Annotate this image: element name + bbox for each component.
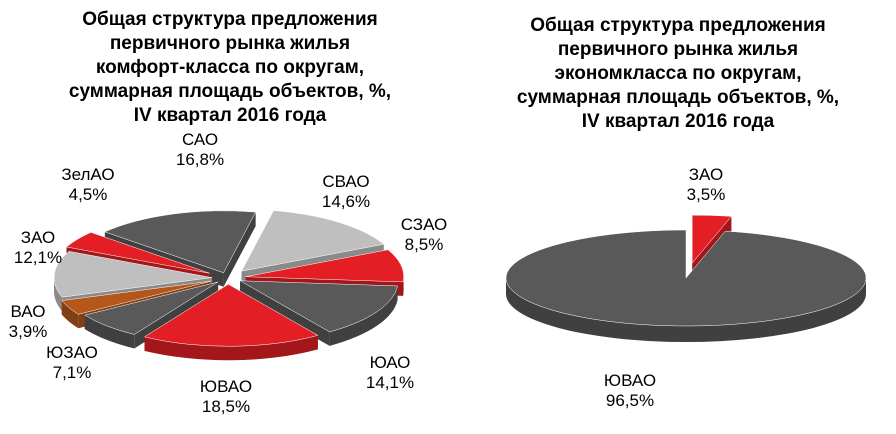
- category-label: ЮАО: [370, 353, 411, 372]
- category-label: СВАО: [322, 172, 369, 191]
- pie-slice-ЗелАО: [65, 232, 210, 274]
- slice-tops: [53, 210, 404, 347]
- category-label: САО: [182, 130, 218, 149]
- value-label: 4,5%: [69, 185, 108, 204]
- category-label: ЮВАО: [200, 377, 252, 396]
- title-line: IV квартал 2016 года: [581, 111, 775, 132]
- category-label: СЗАО: [401, 215, 448, 234]
- category-label: ЮВАО: [604, 371, 656, 390]
- title-line: экономкласса по округам,: [554, 63, 802, 84]
- title-line: Общая структура предложения: [530, 15, 826, 36]
- value-label: 3,5%: [687, 185, 726, 204]
- value-label: 14,1%: [366, 373, 414, 392]
- title-line: первичного рынка жилья: [557, 39, 799, 60]
- pie-slice-ВАО: [61, 280, 212, 315]
- title-line: Общая структура предложения: [82, 9, 378, 30]
- chart-title: Общая структура предложения первичного р…: [40, 8, 420, 128]
- value-label: 96,5%: [606, 391, 654, 410]
- category-label: ЗелАО: [61, 165, 114, 184]
- category-label: ЮЗАО: [46, 343, 98, 362]
- slice-edge: [84, 315, 135, 349]
- pie-slice-ЗАО: [53, 251, 213, 298]
- slice-wall: [223, 212, 256, 287]
- slice-edge: [329, 285, 398, 346]
- slice-edge: [144, 335, 318, 361]
- title-line: суммарная площадь объектов, %,: [516, 87, 840, 108]
- chart-economy-class: Общая структура предложения первичного р…: [448, 0, 896, 434]
- value-label: 16,8%: [176, 150, 224, 169]
- slice-tops: [505, 214, 867, 327]
- title-line: IV квартал 2016 года: [133, 105, 327, 126]
- value-label: 14,6%: [322, 192, 370, 211]
- chart-title: Общая структура предложения первичного р…: [478, 14, 878, 134]
- category-label: ЗАО: [689, 165, 723, 184]
- pie-slice-ЮВАО: [143, 283, 319, 347]
- pie-slice-САО: [104, 210, 257, 274]
- title-line: суммарная площадь объектов, %,: [68, 81, 392, 102]
- value-label: 12,1%: [14, 248, 62, 267]
- slice-edge: [61, 300, 79, 329]
- slice-edge: [506, 278, 866, 342]
- pie-slice-СВАО: [241, 210, 385, 272]
- pie-slice-ЗАО: [691, 214, 732, 264]
- title-line: первичного рынка жилья: [109, 33, 351, 54]
- pie-slice-ЮЗАО: [84, 281, 219, 335]
- title-line: комфорт-класса по округам,: [95, 57, 365, 78]
- pie-slice-ЮВАО: [505, 229, 867, 327]
- slice-edge: [54, 277, 63, 312]
- value-label: 8,5%: [405, 235, 444, 254]
- value-label: 3,9%: [9, 322, 48, 341]
- pie-slice-ЮАО: [239, 280, 398, 333]
- chart-comfort-class: Общая структура предложения первичного р…: [9, 8, 448, 416]
- value-label: 18,5%: [202, 397, 250, 416]
- category-label: ЗАО: [21, 228, 55, 247]
- pie-slice-СЗАО: [245, 249, 404, 283]
- category-label: ВАО: [11, 302, 46, 321]
- value-label: 7,1%: [53, 363, 92, 382]
